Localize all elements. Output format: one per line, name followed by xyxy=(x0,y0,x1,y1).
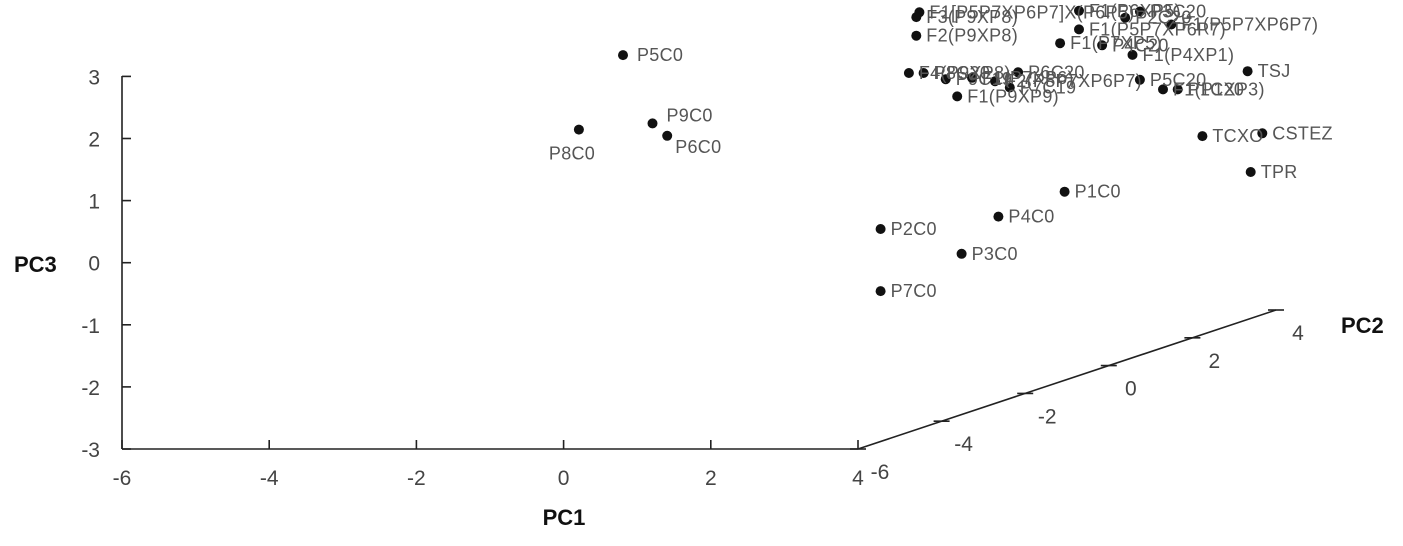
data-point-label: P3C0 xyxy=(972,244,1018,264)
pc1-tick-label: 0 xyxy=(558,467,570,490)
data-point-label: TSJ xyxy=(1258,61,1291,81)
data-point-labels: P5C0P9C0P6C0P8C0F3(P2P1XP4P3)F2(P2P1XP4P… xyxy=(549,1,1333,301)
data-point-label: F3(P9XP8) xyxy=(926,7,1018,27)
data-point xyxy=(1158,84,1168,95)
data-point-label: P9C0 xyxy=(667,105,713,125)
pc2-axis-title: PC2 xyxy=(1341,313,1384,338)
data-point-label: F4(P9XP8) xyxy=(919,63,1011,83)
data-point xyxy=(918,68,929,78)
data-point xyxy=(662,130,673,141)
data-point-label: P7C19 xyxy=(1020,78,1077,98)
data-point-label: P5C0 xyxy=(637,45,683,65)
data-point xyxy=(967,72,977,83)
pc3-tick-label: 1 xyxy=(88,191,100,214)
pc2-tick-label: 4 xyxy=(1292,322,1304,345)
data-point-label: F1(P5P7XP6P7) xyxy=(1181,15,1318,35)
data-point-label: P6C0 xyxy=(675,137,721,157)
data-point-label: F2(P5P7XP6P7) xyxy=(1005,71,1142,91)
axes xyxy=(121,76,1277,450)
data-point-label: CSTEZ xyxy=(1272,123,1333,143)
pc3-axis-title: PC3 xyxy=(14,252,57,277)
data-point xyxy=(952,91,963,102)
data-point xyxy=(1197,131,1208,142)
data-points xyxy=(573,5,1268,297)
data-point-label: P9C19 xyxy=(956,69,1013,89)
data-point xyxy=(1074,5,1084,16)
data-point xyxy=(1004,82,1015,93)
data-point-label: F1(P7XP6) xyxy=(982,68,1074,88)
pc1-tick-label: 4 xyxy=(852,467,864,490)
pc1-tick-label: -2 xyxy=(407,467,426,490)
data-point-label: P6C20 xyxy=(1028,62,1085,82)
data-point xyxy=(1245,167,1256,177)
pc2-tick-label: 2 xyxy=(1209,350,1221,373)
data-point-label: P5C20 xyxy=(1150,70,1207,90)
data-point xyxy=(1059,186,1070,197)
data-point xyxy=(875,286,886,297)
data-point xyxy=(911,12,922,23)
data-point-label: P1C20 xyxy=(1188,79,1245,99)
data-point-label: P8C20 xyxy=(934,63,991,83)
pc2-tick-label: 0 xyxy=(1125,378,1137,401)
pc1-tick-label: -4 xyxy=(260,467,279,490)
data-point-label: P1C0 xyxy=(1075,182,1121,202)
data-point-label: F1(P6XP5) xyxy=(1089,1,1181,21)
data-point xyxy=(911,30,922,41)
pc2-tick-label: -6 xyxy=(871,461,890,484)
axis-titles: PC1 PC2 PC3 xyxy=(14,252,1384,530)
data-point xyxy=(1134,74,1145,85)
data-point-label: P2C0 xyxy=(891,219,937,239)
data-point-label: F1(P5P7XP6P7) xyxy=(1089,19,1226,39)
data-point-label: P8C0 xyxy=(549,144,595,164)
data-point-label: F1(P1XP3) xyxy=(1173,79,1265,99)
data-point xyxy=(1127,49,1138,60)
data-point xyxy=(1120,12,1131,23)
pc3-tick-label: -2 xyxy=(81,377,100,400)
data-point-label: P4C20 xyxy=(1112,35,1169,55)
data-point xyxy=(618,50,628,61)
data-point xyxy=(940,74,951,85)
data-point xyxy=(903,68,914,78)
data-point-label: F1(P9XP9) xyxy=(967,86,1059,106)
pc3-tick-label: -3 xyxy=(81,439,100,462)
data-point-label: F1(P4XP1) xyxy=(1143,45,1235,65)
data-point xyxy=(647,118,658,129)
data-point-label: P2C20 xyxy=(1135,8,1192,28)
pc1-axis-title: PC1 xyxy=(543,505,586,530)
data-point-label: TPR xyxy=(1261,162,1298,182)
data-point xyxy=(1074,24,1084,35)
axis-tick-labels: -6 -4 -2 0 2 4 3 2 1 0 -1 -2 -3 -6 -4 -2 0 2 4 xyxy=(81,66,1304,490)
pc1-tick-label: 2 xyxy=(705,467,717,490)
pc2-tick-label: -4 xyxy=(954,433,973,456)
data-point-label: P4C0 xyxy=(1008,207,1054,227)
data-point xyxy=(993,211,1004,222)
data-point-label: F2(P9XP8) xyxy=(926,26,1018,46)
data-point-label: P3C20 xyxy=(1150,2,1207,22)
data-point xyxy=(990,76,1000,87)
data-point-label: TCXO xyxy=(1212,126,1263,146)
data-point xyxy=(1166,19,1177,30)
data-point xyxy=(875,224,886,234)
data-point xyxy=(1172,84,1183,95)
pc1-tick-label: -6 xyxy=(113,467,132,490)
axis-ticks xyxy=(121,75,1284,450)
data-point-label: F1(P7XP5) xyxy=(1070,33,1162,53)
pc2-tick-label: -2 xyxy=(1038,405,1057,428)
pc3-tick-label: 3 xyxy=(88,66,100,89)
pc2-axis-line xyxy=(857,309,1277,450)
data-point xyxy=(573,124,584,135)
data-point xyxy=(1134,6,1145,17)
data-point xyxy=(1013,67,1024,78)
pc3-tick-label: 2 xyxy=(88,129,100,152)
data-point xyxy=(1055,38,1066,49)
data-point-label: P7C0 xyxy=(891,281,937,301)
data-point-label: F1[P5P7XP6P7]X(P6P5) xyxy=(929,2,1134,22)
data-point xyxy=(1097,40,1108,51)
data-point xyxy=(956,248,967,259)
data-point xyxy=(1242,66,1253,77)
data-point xyxy=(1257,128,1268,139)
pc3-tick-label: 0 xyxy=(88,253,100,276)
pc3-tick-label: -1 xyxy=(81,315,100,338)
